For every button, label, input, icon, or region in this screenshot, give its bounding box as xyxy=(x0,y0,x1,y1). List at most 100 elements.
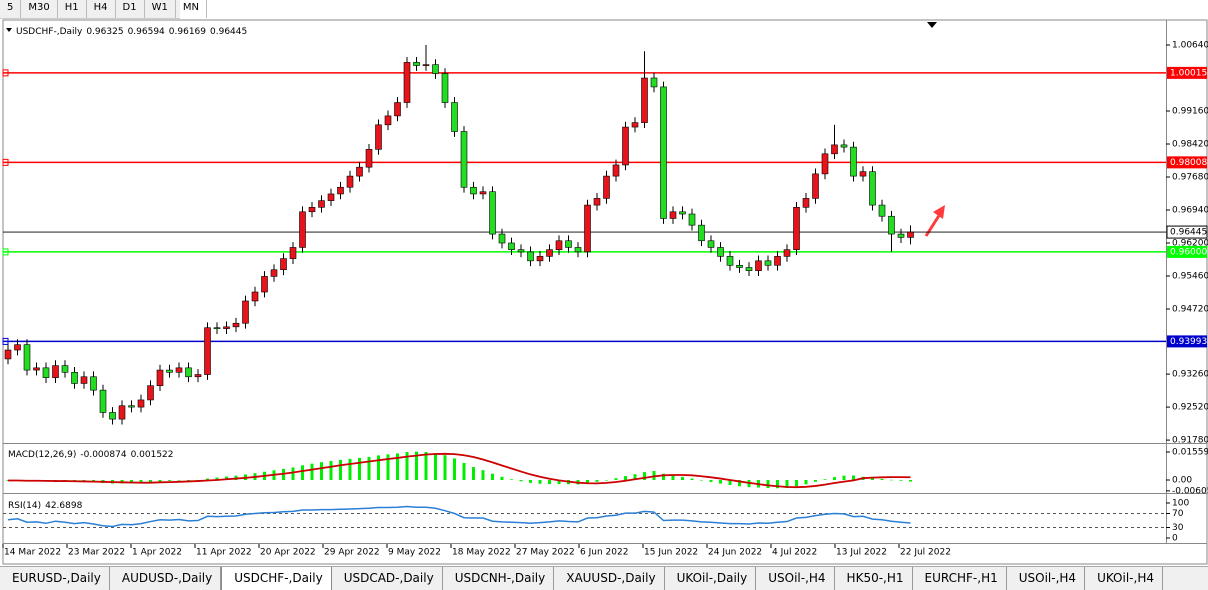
candle-body xyxy=(831,144,838,155)
macd-bar xyxy=(690,478,694,480)
candle-body xyxy=(584,204,591,253)
indicator-header: RSI(14) 42.6898 xyxy=(8,501,83,511)
timeframe-button[interactable]: H4 xyxy=(87,0,116,18)
macd-bar xyxy=(529,479,532,483)
x-tick-label: 23 Mar 2022 xyxy=(68,548,125,558)
candle-body xyxy=(90,376,97,391)
candle-body xyxy=(61,365,69,373)
level-tag-label: 1.00015 xyxy=(1170,68,1207,78)
x-tick-label: 6 Jun 2022 xyxy=(580,548,628,558)
timeframe-button[interactable]: MN xyxy=(176,0,207,18)
macd-bar xyxy=(681,476,684,480)
chart-tab[interactable]: USDCHF-,Daily xyxy=(221,567,332,590)
candle-body xyxy=(175,367,183,373)
chart-window: 1.00640 0.99160 0.98420 0.97680 0.96940 0.962… xyxy=(2,19,1208,565)
candle-body xyxy=(479,191,487,195)
level-anchor xyxy=(2,337,9,345)
chart-tab[interactable]: UKOil-,H4 xyxy=(1085,567,1163,590)
x-tick-label: 9 May 2022 xyxy=(388,548,441,558)
candle-body xyxy=(441,73,449,103)
chart-tab[interactable]: UKOil-,Daily xyxy=(665,567,757,590)
timeframe-button[interactable]: H1 xyxy=(58,0,87,18)
macd-bar xyxy=(766,479,770,489)
macd-bar xyxy=(396,453,399,480)
macd-bar xyxy=(367,456,371,480)
candle-body xyxy=(688,213,696,226)
macd-bar xyxy=(168,479,171,481)
candle-body xyxy=(574,247,582,253)
x-tick-label: 20 Apr 2022 xyxy=(260,548,316,558)
shift-marker xyxy=(927,22,937,28)
rsi-value: 42.6898 xyxy=(45,501,82,511)
candle-body xyxy=(451,102,458,132)
menu-triangle xyxy=(6,28,12,32)
candle-body xyxy=(356,166,363,177)
candle-body xyxy=(80,376,88,384)
indicator-header: MACD(12,26,9) -0.000874 0.001522 xyxy=(8,450,174,460)
candle-body xyxy=(840,144,848,148)
candle-body xyxy=(726,256,734,266)
candle-body xyxy=(33,367,40,371)
macd-bar xyxy=(700,479,703,481)
chart-tab[interactable]: AUDUSD-,Daily xyxy=(110,567,222,590)
chart-tab[interactable]: EURUSD-,Daily xyxy=(0,567,110,590)
chart-tab[interactable]: USDCNH-,Daily xyxy=(443,567,555,590)
x-tick-label: 22 Jul 2022 xyxy=(900,548,951,558)
candle-body xyxy=(679,211,686,215)
macd-bar xyxy=(538,479,542,484)
macd-bar xyxy=(158,479,162,482)
chart-tab[interactable]: USOil-,H4 xyxy=(756,567,835,590)
macd-bar xyxy=(719,479,722,484)
x-tick-label: 1 Apr 2022 xyxy=(132,548,182,558)
chart-tab[interactable]: USOil-,H4 xyxy=(1007,567,1086,590)
candle-body xyxy=(384,115,392,126)
y-tick-label: 0 xyxy=(1172,534,1178,544)
indicator-name: MACD(12,26,9) xyxy=(8,450,76,460)
candle-body xyxy=(204,327,211,375)
candle-body xyxy=(213,327,221,330)
candle-body xyxy=(128,405,135,408)
chart-tab[interactable]: EURCHF-,H1 xyxy=(913,567,1007,590)
chart-tab[interactable]: HK50-,H1 xyxy=(835,567,913,590)
macd-bar xyxy=(462,462,466,480)
candle-body xyxy=(536,256,544,262)
candle-body xyxy=(403,62,411,103)
macd-value: -0.000874 xyxy=(80,450,126,460)
candle-body xyxy=(783,249,791,257)
candle-body xyxy=(546,249,553,257)
chart-tab[interactable]: XAUUSD-,Daily xyxy=(554,567,665,590)
candle-body xyxy=(660,86,667,219)
candle-body xyxy=(432,64,439,74)
timeframe-button[interactable]: M30 xyxy=(21,0,58,18)
candle-body xyxy=(859,171,867,177)
candle-body xyxy=(603,175,610,199)
candle-body xyxy=(717,247,724,257)
timeframe-button[interactable]: D1 xyxy=(116,0,145,18)
level-tag xyxy=(1167,66,1207,79)
macd-bar xyxy=(215,477,219,480)
macd-bar xyxy=(310,463,314,480)
y-tick-label: 0.96200 xyxy=(1172,238,1208,248)
candle-body xyxy=(422,64,430,66)
macd-bar xyxy=(329,460,333,480)
timeframe-button[interactable]: W1 xyxy=(145,0,176,18)
x-tick-label: 11 Apr 2022 xyxy=(196,548,252,558)
macd-bar xyxy=(633,474,637,480)
candle-body xyxy=(498,233,506,244)
y-tick-label: 0.94720 xyxy=(1172,304,1208,314)
macd-bar xyxy=(842,475,846,480)
macd-bar xyxy=(557,479,561,485)
macd-bar xyxy=(434,453,437,480)
level-tag xyxy=(1167,335,1207,348)
y-tick-label: 0.92520 xyxy=(1172,403,1208,413)
macd-bar xyxy=(605,479,608,481)
macd-bar xyxy=(424,451,428,480)
macd-bar xyxy=(614,478,618,480)
candle-body xyxy=(888,215,895,235)
candle-body xyxy=(270,269,278,277)
chart-tab[interactable]: USDCAD-,Daily xyxy=(332,567,443,590)
signal-line xyxy=(8,452,911,489)
candle-body xyxy=(850,146,857,177)
timeframe-button[interactable]: 5 xyxy=(0,0,22,18)
candle-body xyxy=(745,267,753,271)
